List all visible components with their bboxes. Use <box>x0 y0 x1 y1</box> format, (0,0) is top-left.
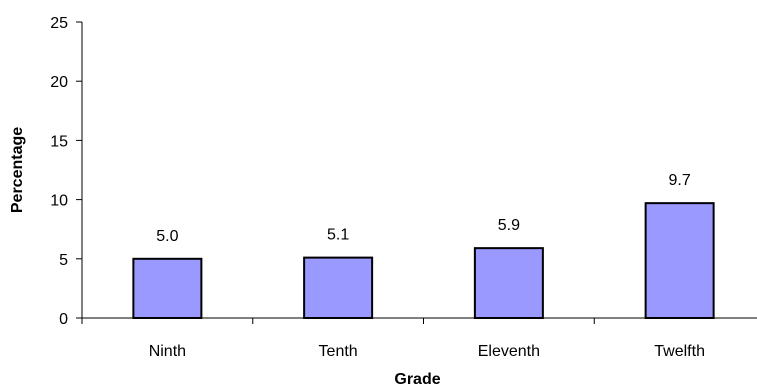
x-category-label-ninth: Ninth <box>149 343 186 360</box>
data-labels: 5.0 5.1 5.9 9.7 <box>156 172 691 245</box>
x-category-label-eleventh: Eleventh <box>478 343 540 360</box>
y-axis-ticks: 0 5 10 15 20 25 <box>50 15 82 328</box>
y-tick-label: 15 <box>50 133 68 150</box>
x-axis-categories: Ninth Tenth Eleventh Twelfth <box>149 343 705 360</box>
x-axis-ticks <box>81 318 595 324</box>
data-label-ninth: 5.0 <box>156 228 178 245</box>
y-axis-title: Percentage <box>9 127 26 213</box>
bar-tenth <box>303 256 374 319</box>
x-category-label-tenth: Tenth <box>319 343 358 360</box>
bar-twelfth <box>644 202 715 319</box>
data-label-eleventh: 5.9 <box>498 217 520 234</box>
y-tick-label: 5 <box>59 252 68 269</box>
y-tick-label: 25 <box>50 15 68 32</box>
y-tick-label: 0 <box>59 311 68 328</box>
data-label-tenth: 5.1 <box>327 227 349 244</box>
y-tick-label: 10 <box>50 193 68 210</box>
bar-ninth <box>132 257 203 319</box>
x-axis-title: Grade <box>394 371 440 388</box>
data-label-twelfth: 9.7 <box>669 172 691 189</box>
x-category-label-twelfth: Twelfth <box>654 343 705 360</box>
bars <box>132 202 715 319</box>
bar-eleventh <box>473 247 544 319</box>
y-tick-label: 20 <box>50 74 68 91</box>
